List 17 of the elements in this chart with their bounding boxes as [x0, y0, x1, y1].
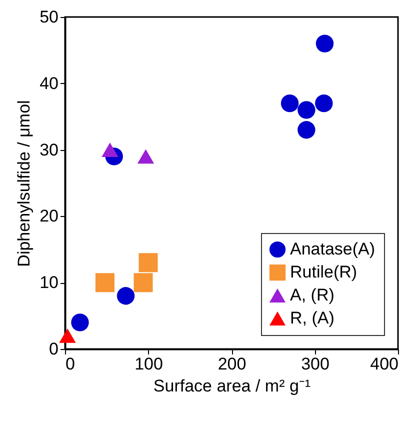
x-axis-title: Surface area / m² g⁻¹ — [153, 376, 311, 396]
y-tick-label: 20 — [40, 206, 58, 226]
y-tick-label: 10 — [40, 273, 58, 292]
x-tick-label: 300 — [301, 354, 330, 374]
x-tick-label: 100 — [134, 354, 163, 374]
y-tick-label: 50 — [40, 8, 58, 26]
legend-label: Anatase(A) — [290, 240, 376, 258]
legend-label: A, (R) — [290, 286, 334, 304]
x-tick-label: 200 — [218, 354, 246, 374]
x-tick-label: 400 — [370, 354, 398, 374]
y-tick-label: 30 — [40, 140, 58, 160]
y-axis-title: Diphenylsulfide / μmol — [14, 100, 34, 267]
legend-label: R, (A) — [290, 308, 334, 328]
y-tick-label: 40 — [40, 74, 58, 93]
y-tick-label: 0 — [49, 340, 58, 358]
x-tick-label: 0 — [66, 354, 75, 374]
legend-label: Rutile(R) — [290, 262, 358, 282]
